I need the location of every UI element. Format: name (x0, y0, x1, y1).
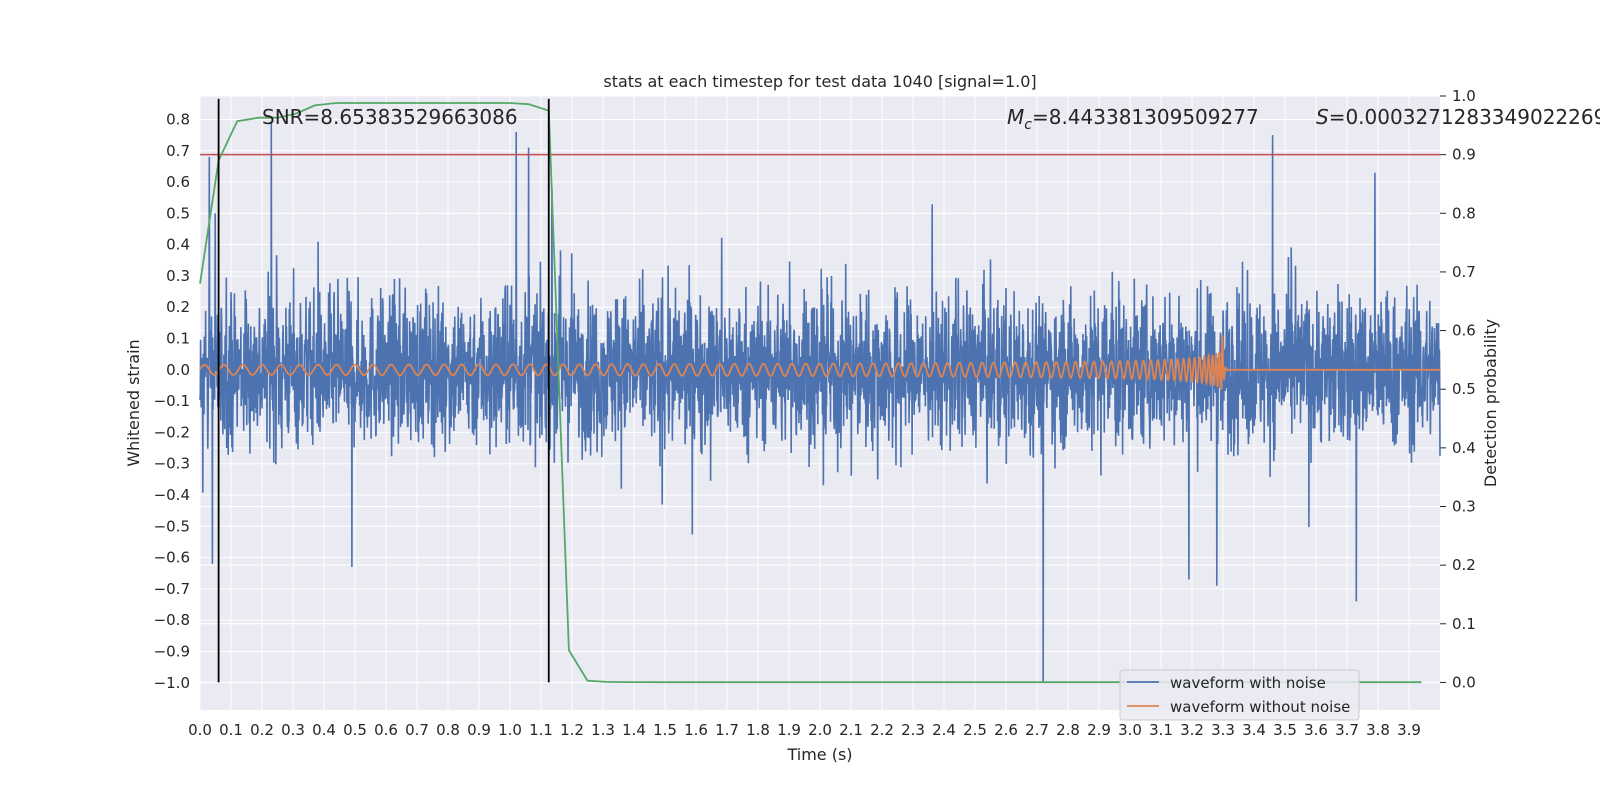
x-tick-label: 0.3 (281, 721, 305, 739)
x-tick-label: 1.5 (653, 721, 677, 739)
y2-tick-label: 0.4 (1452, 439, 1476, 457)
x-tick-label: 3.3 (1211, 721, 1235, 739)
x-tick-label: 2.4 (932, 721, 956, 739)
y2-tick-label: 0.7 (1452, 263, 1476, 281)
spin-value: =0.00032712833490222693 (1329, 105, 1600, 129)
x-tick-label: 3.8 (1366, 721, 1390, 739)
x-tick-label: 0.6 (374, 721, 398, 739)
x-tick-label: 2.0 (808, 721, 832, 739)
x-tick-label: 3.0 (1118, 721, 1142, 739)
series-line-detection-probability (199, 102, 1422, 684)
y-tick-label: −0.9 (154, 642, 190, 660)
x-tick-label: 1.0 (498, 721, 522, 739)
x-tick-label: 0.9 (467, 721, 491, 739)
y-tick-label: 0.0 (166, 361, 190, 379)
y2-axis-label: Detection probability (1481, 319, 1500, 487)
x-tick-label: 1.6 (684, 721, 708, 739)
x-tick-label: 2.1 (839, 721, 863, 739)
y-tick-label: −1.0 (154, 674, 190, 692)
x-tick-label: 1.3 (591, 721, 615, 739)
y2-tick-labels: 1.0 0.9 0.8 0.7 0.6 0.5 0.4 0.3 0.2 0.1 0.0 (1452, 87, 1476, 691)
y-tick-label: −0.6 (154, 549, 190, 567)
x-tick-label: 1.1 (529, 721, 553, 739)
x-tick-label: 3.4 (1242, 721, 1266, 739)
x-tick-label: 1.7 (715, 721, 739, 739)
x-tick-label: 1.4 (622, 721, 646, 739)
y-tick-label: −0.1 (154, 392, 190, 410)
x-tick-label: 1.9 (777, 721, 801, 739)
x-tick-label: 3.5 (1273, 721, 1297, 739)
x-tick-label: 3.2 (1180, 721, 1204, 739)
x-tick-label: 3.6 (1304, 721, 1328, 739)
series-line-waveform-without-noise (199, 335, 1440, 390)
x-tick-label: 0.1 (219, 721, 243, 739)
series-line-waveform-with-noise (199, 122, 1441, 683)
x-tick-label: 2.5 (963, 721, 987, 739)
x-tick-label: 0.4 (312, 721, 336, 739)
x-tick-label: 2.2 (870, 721, 894, 739)
y-tick-label: 0.7 (166, 142, 190, 160)
legend-box (1119, 669, 1360, 721)
x-tick-label: 0.0 (188, 721, 212, 739)
x-tick-label: 1.2 (560, 721, 584, 739)
chirp-mass-symbol: M (1007, 105, 1024, 129)
spin-annotation: S=0.00032712833490222693 (1316, 105, 1600, 129)
x-tick-label: 3.9 (1397, 721, 1421, 739)
x-axis-label: Time (s) (786, 745, 852, 764)
y-tick-label: 0.2 (166, 298, 190, 316)
y2-tick-label: 0.6 (1452, 322, 1476, 340)
chart-title: stats at each timestep for test data 104… (603, 72, 1036, 91)
legend: waveform with noise waveform without noi… (1119, 669, 1360, 721)
y2-tick-label: 0.9 (1452, 146, 1476, 164)
y-tick-label: 0.8 (166, 110, 190, 128)
legend-label-noise: waveform with noise (1170, 674, 1326, 692)
y-tick-label: −0.2 (154, 423, 190, 441)
x-tick-label: 2.7 (1025, 721, 1049, 739)
y-tick-label: −0.5 (154, 517, 190, 535)
y-tick-labels: 0.8 0.7 0.6 0.5 0.4 0.3 0.2 0.1 0.0 −0.1 −0.2 −0.3 −… (154, 110, 190, 691)
x-tick-label: 2.9 (1087, 721, 1111, 739)
x-tick-label: 2.3 (901, 721, 925, 739)
y-tick-label: 0.5 (166, 204, 190, 222)
x-tick-label: 0.2 (250, 721, 274, 739)
spin-symbol: S (1316, 105, 1329, 129)
y-tick-label: 0.4 (166, 236, 190, 254)
x-tick-label: 2.6 (994, 721, 1018, 739)
chirp-mass-subscript: c (1024, 117, 1032, 133)
y2-tick-label: 0.5 (1452, 380, 1476, 398)
y-tick-label: −0.3 (154, 455, 190, 473)
x-tick-label: 0.7 (405, 721, 429, 739)
y-axis-label: Whitened strain (124, 339, 143, 466)
y-tick-label: 0.3 (166, 267, 190, 285)
chirp-mass-value: =8.443381309509277 (1032, 105, 1259, 129)
x-tick-label: 3.1 (1149, 721, 1173, 739)
vertical-markers (217, 98, 550, 683)
y2-tick-label: 0.2 (1452, 556, 1476, 574)
y-tick-label: 0.6 (166, 173, 190, 191)
x-tick-label: 3.7 (1335, 721, 1359, 739)
y2-tick-label: 0.8 (1452, 204, 1476, 222)
x-tick-label: 1.8 (746, 721, 770, 739)
x-tick-label: 2.8 (1056, 721, 1080, 739)
y-tick-label: −0.7 (154, 580, 190, 598)
chirp-mass-annotation: Mc=8.443381309509277 (1007, 105, 1259, 133)
y2-tick-label: 0.3 (1452, 498, 1476, 516)
x-tick-label: 0.5 (343, 721, 367, 739)
legend-label-clean: waveform without noise (1170, 698, 1350, 716)
y-tick-label: −0.4 (154, 486, 190, 504)
y-tick-label: 0.1 (166, 330, 190, 348)
x-tick-label: 0.8 (436, 721, 460, 739)
y2-tick-label: 1.0 (1452, 87, 1476, 105)
y2-tick-label: 0.0 (1452, 673, 1476, 691)
x-tick-labels: 0.0 0.1 0.2 0.3 0.4 0.5 0.6 0.7 0.8 0.9 1.0 1.1 1.2 1… (188, 721, 1421, 739)
y-tick-label: −0.8 (154, 611, 190, 629)
snr-annotation: SNR=8.65383529663086 (262, 105, 518, 129)
y2-tick-label: 0.1 (1452, 615, 1476, 633)
